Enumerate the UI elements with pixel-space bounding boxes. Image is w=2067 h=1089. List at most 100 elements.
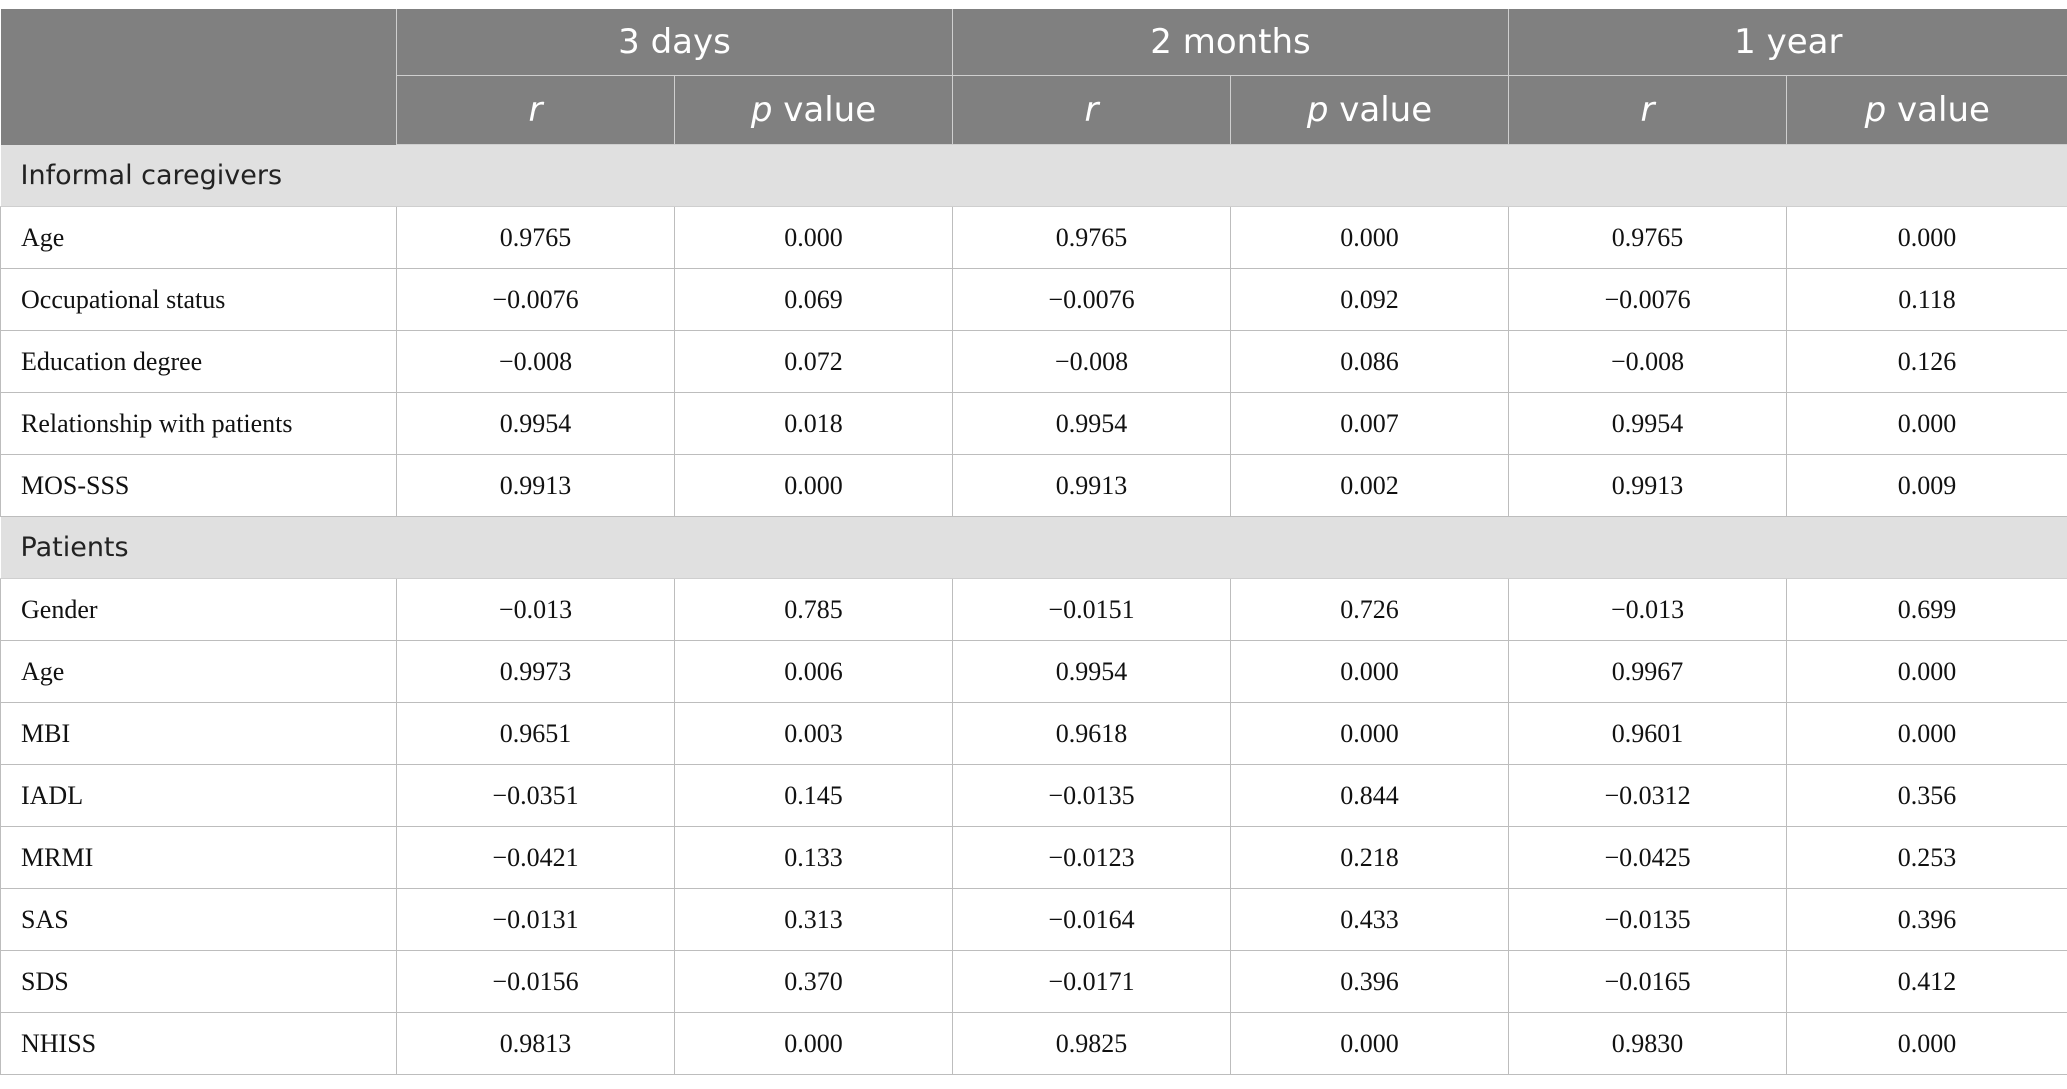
r-cell: −0.0076	[1508, 268, 1788, 331]
p-value-cell: 0.018	[673, 392, 954, 455]
r-cell: 0.9913	[1508, 454, 1788, 517]
p-value-cell: 0.000	[673, 206, 954, 269]
p-label: p	[1864, 90, 1887, 130]
row-label: SAS	[0, 888, 397, 951]
table-row: Occupational status −0.0076 0.069 −0.0076 0.…	[0, 268, 2067, 331]
r-cell: −0.0312	[1508, 764, 1788, 827]
r-cell: −0.0151	[952, 578, 1232, 641]
table-header: 3 days 2 months 1 year r p value r p val…	[0, 9, 2067, 145]
table-body: Informal caregivers Age 0.9765 0.000 0.9765 0…	[0, 144, 2067, 1075]
p-value-cell: 0.002	[1230, 454, 1510, 517]
row-label: Relationship with patients	[0, 392, 397, 455]
p-value-cell: 0.003	[673, 702, 954, 765]
r-cell: 0.9954	[396, 392, 675, 455]
table-row: SDS −0.0156 0.370 −0.0171 0.396 −0.0165 0.412	[0, 950, 2067, 1013]
table-row: Relationship with patients 0.9954 0.018 0.9…	[0, 392, 2067, 455]
group-header-1-year: 1 year	[1508, 9, 2067, 76]
p-value-cell: 0.000	[1230, 206, 1510, 269]
table-row: IADL −0.0351 0.145 −0.0135 0.844 −0.0312 0.356	[0, 764, 2067, 827]
p-value-cell: 0.126	[1786, 330, 2067, 393]
r-cell: −0.0135	[1508, 888, 1788, 951]
row-label: MRMI	[0, 826, 397, 889]
p-value-cell: 0.000	[1230, 1012, 1510, 1075]
r-cell: −0.0165	[1508, 950, 1788, 1013]
r-cell: −0.013	[396, 578, 675, 641]
p-value-cell: 0.000	[1230, 640, 1510, 703]
p-value-cell: 0.412	[1786, 950, 2067, 1013]
section-title: Informal caregivers	[0, 144, 2067, 207]
row-label: MBI	[0, 702, 397, 765]
r-cell: −0.0123	[952, 826, 1232, 889]
row-label: Age	[0, 640, 397, 703]
r-cell: 0.9913	[396, 454, 675, 517]
p-value-cell: 0.118	[1786, 268, 2067, 331]
r-cell: −0.0425	[1508, 826, 1788, 889]
p-value-cell: 0.000	[1786, 206, 2067, 269]
p-value-cell: 0.000	[1786, 702, 2067, 765]
r-cell: −0.008	[952, 330, 1232, 393]
group-header-3-days: 3 days	[396, 9, 954, 76]
p-value-cell: 0.072	[673, 330, 954, 393]
p-value-cell: 0.009	[1786, 454, 2067, 517]
section-title: Patients	[0, 516, 2067, 579]
p-value-cell: 0.253	[1786, 826, 2067, 889]
table-row: MOS-SSS 0.9913 0.000 0.9913 0.002 0.9913 0.009	[0, 454, 2067, 517]
r-cell: 0.9825	[952, 1012, 1232, 1075]
table-row: MRMI −0.0421 0.133 −0.0123 0.218 −0.0425 0.253	[0, 826, 2067, 889]
table-row: MBI 0.9651 0.003 0.9618 0.000 0.9601 0.000	[0, 702, 2067, 765]
header-corner-cell	[0, 9, 397, 145]
p-value-cell: 0.086	[1230, 330, 1510, 393]
row-label: Gender	[0, 578, 397, 641]
r-cell: −0.0171	[952, 950, 1232, 1013]
p-value-cell: 0.000	[673, 454, 954, 517]
p-value-cell: 0.844	[1230, 764, 1510, 827]
p-value-cell: 0.356	[1786, 764, 2067, 827]
p-value-cell: 0.000	[673, 1012, 954, 1075]
r-cell: −0.008	[1508, 330, 1788, 393]
table-row: Gender −0.013 0.785 −0.0151 0.726 −0.013 0.699	[0, 578, 2067, 641]
r-cell: 0.9830	[1508, 1012, 1788, 1075]
r-cell: 0.9601	[1508, 702, 1788, 765]
p-value-cell: 0.000	[1786, 392, 2067, 455]
value-label: value	[1328, 90, 1433, 130]
section-row: Patients	[0, 516, 2067, 579]
r-cell: 0.9967	[1508, 640, 1788, 703]
group-header-2-months: 2 months	[952, 9, 1510, 76]
p-value-cell: 0.370	[673, 950, 954, 1013]
r-cell: 0.9618	[952, 702, 1232, 765]
subheader-p-value-2-months: p value	[1230, 75, 1510, 145]
r-cell: −0.0135	[952, 764, 1232, 827]
r-cell: 0.9765	[396, 206, 675, 269]
r-cell: −0.0421	[396, 826, 675, 889]
p-value-cell: 0.396	[1230, 950, 1510, 1013]
p-value-cell: 0.145	[673, 764, 954, 827]
r-cell: 0.9765	[1508, 206, 1788, 269]
subheader-r-3-days: r	[396, 75, 675, 145]
r-cell: −0.0076	[396, 268, 675, 331]
table-row: NHISS 0.9813 0.000 0.9825 0.000 0.9830 0.000	[0, 1012, 2067, 1075]
table-row: Age 0.9765 0.000 0.9765 0.000 0.9765 0.000	[0, 206, 2067, 269]
r-cell: −0.0156	[396, 950, 675, 1013]
row-label: Education degree	[0, 330, 397, 393]
value-label: value	[772, 90, 877, 130]
table-row: SAS −0.0131 0.313 −0.0164 0.433 −0.0135 0.396	[0, 888, 2067, 951]
p-value-cell: 0.726	[1230, 578, 1510, 641]
r-cell: 0.9954	[952, 392, 1232, 455]
r-cell: −0.0131	[396, 888, 675, 951]
r-cell: 0.9765	[952, 206, 1232, 269]
table-row: Age 0.9973 0.006 0.9954 0.000 0.9967 0.000	[0, 640, 2067, 703]
r-cell: 0.9651	[396, 702, 675, 765]
p-value-cell: 0.433	[1230, 888, 1510, 951]
p-value-cell: 0.000	[1786, 640, 2067, 703]
row-label: IADL	[0, 764, 397, 827]
table-row: Education degree −0.008 0.072 −0.008 0.086 −0…	[0, 330, 2067, 393]
row-label: NHISS	[0, 1012, 397, 1075]
p-value-cell: 0.000	[1786, 1012, 2067, 1075]
results-table: 3 days 2 months 1 year r p value r p val…	[0, 9, 2067, 1075]
row-label: Age	[0, 206, 397, 269]
subheader-r-2-months: r	[952, 75, 1232, 145]
p-value-cell: 0.069	[673, 268, 954, 331]
p-value-cell: 0.396	[1786, 888, 2067, 951]
r-cell: −0.013	[1508, 578, 1788, 641]
p-value-cell: 0.133	[673, 826, 954, 889]
